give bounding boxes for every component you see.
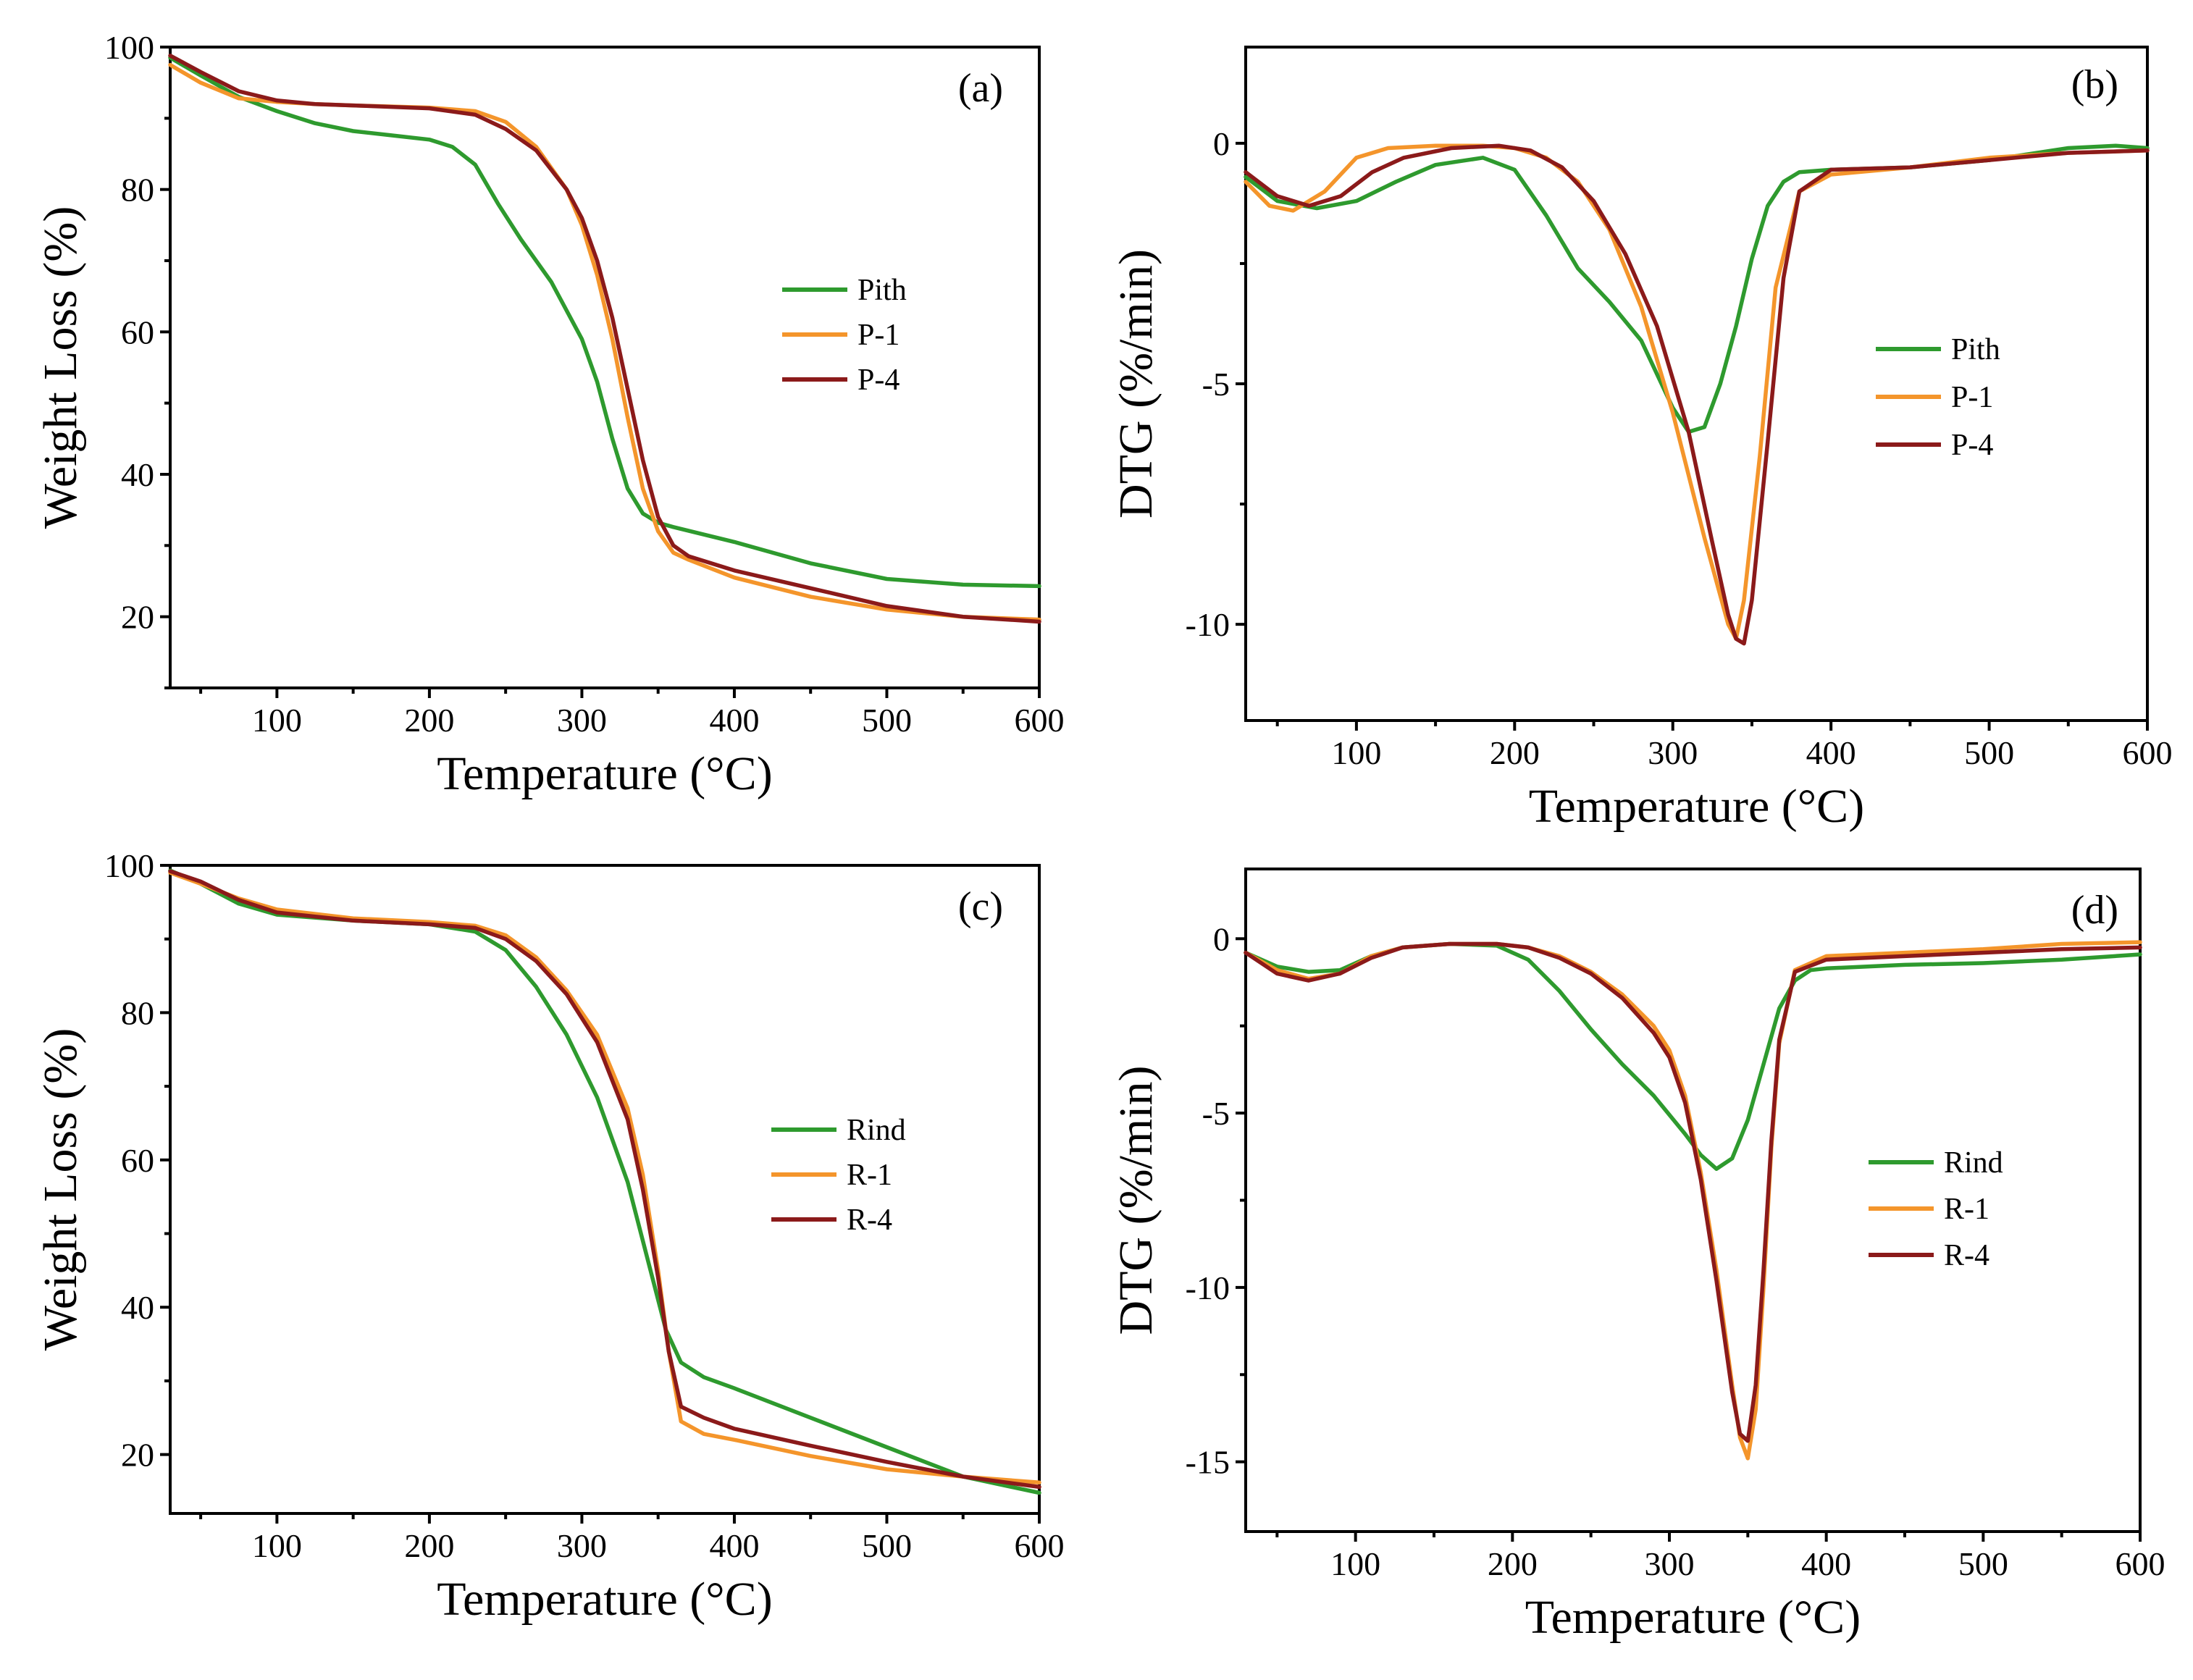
y-tick-label: 40 [121,1289,154,1326]
x-tick-label: 500 [862,1527,912,1564]
legend-label: P-4 [858,364,900,397]
x-tick-label: 200 [404,702,454,739]
series-line-p-1 [168,62,1041,622]
x-tick-label: 200 [1490,734,1540,771]
x-tick-label: 300 [1645,1545,1695,1582]
panel-label: (c) [958,884,1003,929]
series-line-p-4 [1244,143,2150,646]
panel-label: (a) [958,66,1003,111]
plot-frame [1244,868,2142,1533]
legend-label: Rind [1944,1146,2003,1180]
chart-panel-b: 100 200 300 400 500 600 0 -5 -10 Temperature (°C)… [1110,46,2173,833]
legend-label: R-4 [847,1204,892,1237]
x-tick-label: 400 [709,702,759,739]
series-line-pith [168,56,1041,589]
chart-panel-a: 100 200 300 400 500 600 20 40 60 80 100 Temperature… [34,29,1065,800]
series-line-r-1 [1244,940,2142,1461]
plot-frame [1244,46,2149,722]
y-tick-label: 20 [121,599,154,636]
y-tick-label: 60 [121,1142,154,1179]
y-axis-title: DTG (%/min) [1110,1065,1162,1335]
legend-label: Rind [847,1114,906,1147]
x-axis-title: Temperature (°C) [1525,1591,1861,1644]
y-tick-label: 20 [121,1437,154,1474]
y-axis-title: Weight Loss (%) [34,1028,87,1351]
x-axis-title: Temperature (°C) [437,1573,772,1626]
series-line-r-1 [168,870,1041,1485]
y-tick-label: 0 [1213,920,1230,957]
series-line-pith [1244,143,2150,434]
x-tick-label: 600 [2123,734,2173,771]
y-tick-label: -10 [1186,1269,1230,1306]
y-axis-title: Weight Loss (%) [34,206,87,529]
x-tick-label: 300 [557,1527,607,1564]
legend-label: Pith [858,274,907,307]
y-tick-label: 0 [1213,125,1230,162]
legend-label: R-1 [1944,1193,1989,1226]
chart-panel-d: 100 200 300 400 500 600 0 -5 -10 -15 Temperature (… [1110,868,2165,1644]
legend-label: Pith [1951,333,2000,366]
x-tick-label: 400 [1806,734,1856,771]
x-tick-label: 500 [1958,1545,2008,1582]
y-tick-label: 100 [104,847,154,884]
x-axis-title: Temperature (°C) [1529,780,1864,833]
series-line-r-4 [1244,941,2142,1443]
y-tick-label: -5 [1202,366,1230,403]
legend-label: P-4 [1951,429,1993,462]
x-tick-label: 600 [2116,1545,2165,1582]
x-tick-label: 300 [557,702,607,739]
plot-frame [169,46,1041,689]
legend-label: R-1 [847,1159,892,1192]
panel-label: (d) [2071,888,2118,933]
y-tick-label: -15 [1186,1444,1230,1481]
series-line-p-4 [168,54,1041,624]
plot-frame [169,864,1041,1515]
legend-label: P-1 [1951,381,1993,414]
y-tick-label: 80 [121,172,154,209]
x-tick-label: 100 [252,702,302,739]
x-tick-label: 300 [1648,734,1698,771]
x-tick-label: 100 [1330,1545,1380,1582]
y-tick-label: 100 [104,29,154,66]
x-tick-label: 500 [862,702,912,739]
x-tick-label: 100 [252,1527,302,1564]
legend-label: R-4 [1944,1239,1989,1272]
x-tick-label: 400 [1801,1545,1851,1582]
panel-label: (b) [2071,62,2118,107]
legend-label: P-1 [858,319,900,352]
y-tick-label: -10 [1186,606,1230,643]
x-tick-label: 600 [1015,1527,1065,1564]
x-tick-label: 100 [1331,734,1381,771]
x-tick-label: 200 [404,1527,454,1564]
x-tick-label: 600 [1015,702,1065,739]
y-axis-title: DTG (%/min) [1110,249,1162,518]
x-tick-label: 200 [1488,1545,1538,1582]
series-line-r-4 [168,869,1041,1490]
y-tick-label: 40 [121,456,154,493]
y-tick-label: 60 [121,314,154,350]
x-tick-label: 400 [709,1527,759,1564]
x-axis-title: Temperature (°C) [437,747,772,800]
series-line-rind [168,868,1041,1495]
y-tick-label: 80 [121,994,154,1031]
y-tick-label: -5 [1202,1095,1230,1132]
chart-panel-c: 100 200 300 400 500 600 20 40 60 80 100 Temperature… [34,847,1065,1626]
x-tick-label: 500 [1964,734,2014,771]
series-line-p-1 [1244,143,2150,641]
